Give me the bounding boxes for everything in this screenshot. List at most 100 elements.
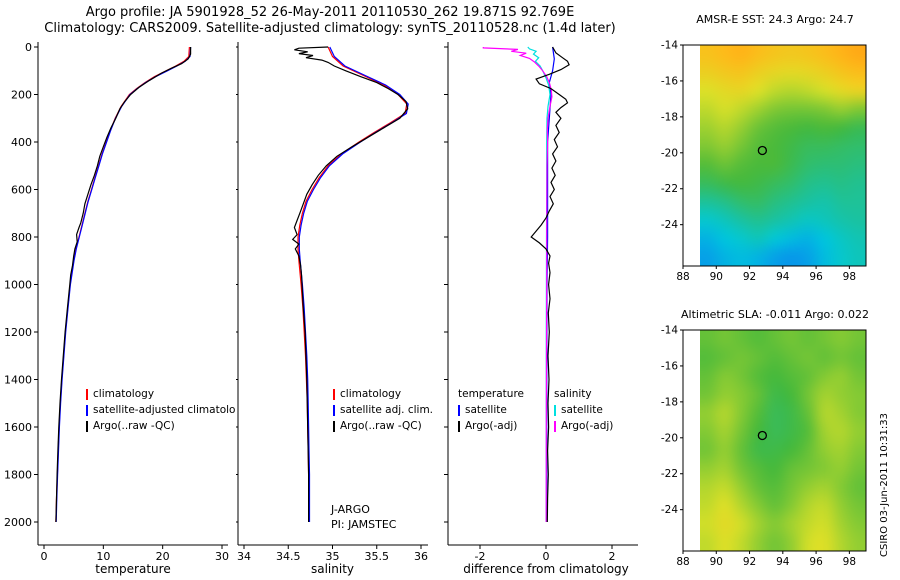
legend-entry: climatology (86, 386, 235, 402)
svg-text:0: 0 (25, 41, 32, 54)
svg-text:-14: -14 (661, 40, 678, 52)
svg-text:94: 94 (776, 271, 790, 283)
altimetric-sla-map-panel: Altimetric SLA: -0.011 Argo: 0.022 88 90 9… (655, 300, 900, 580)
svg-text:20: 20 (156, 550, 170, 563)
axes: 0 10 20 30 0 200 400 600 800 1000 1200 1400 1600 1800… (4, 41, 229, 563)
sst-map-axes: 88 90 92 94 96 98 -14 -16 -18 -20 -22 -24 (661, 40, 867, 283)
svg-text:-20: -20 (661, 147, 678, 159)
pi-label: PI: JAMSTEC (331, 518, 397, 531)
svg-text:92: 92 (743, 271, 756, 283)
difference-legend-temperature: temperature satellite Argo(-adj) (458, 386, 554, 434)
svg-text:88: 88 (676, 556, 689, 568)
sla-heatmap (700, 330, 866, 551)
salinity-profile-chart: 34 34.5 35 35.5 36 salinity (236, 42, 428, 576)
legend-header: salinity (554, 386, 650, 402)
legend-entry: Argo(-adj) (554, 418, 650, 434)
svg-text:90: 90 (710, 271, 723, 283)
svg-text:1200: 1200 (4, 326, 32, 339)
legend-marker (554, 420, 556, 432)
legend-marker (86, 388, 88, 400)
svg-text:-20: -20 (661, 432, 678, 444)
svg-text:-18: -18 (661, 396, 678, 408)
legend-entry: climatology (333, 386, 447, 402)
legend-entry: satellite-adjusted climatology (86, 402, 235, 418)
legend-label: salinity (554, 388, 592, 400)
svg-text:200: 200 (11, 89, 32, 102)
series-argo-raw (291, 46, 409, 522)
sla-map-title: Altimetric SLA: -0.011 Argo: 0.022 (681, 308, 869, 321)
legend-entry: Argo(-adj) (458, 418, 554, 434)
series-temperature-argo (530, 46, 570, 523)
x-axis-label: temperature (95, 562, 170, 576)
svg-text:-24: -24 (661, 504, 678, 516)
svg-text:34: 34 (237, 550, 251, 563)
page-title: Argo profile: JA 5901928_52 26-May-2011 … (85, 5, 575, 20)
map-axes: 88 90 92 94 96 98 -14 -16 -18 -20 -22 -24 (661, 325, 867, 568)
svg-text:0: 0 (543, 550, 550, 563)
map-axes: 88 90 92 94 96 98 -14 -16 -18 -20 -22 -24 (661, 40, 867, 283)
legend-marker (458, 420, 460, 432)
svg-text:-18: -18 (661, 111, 678, 123)
sst-heatmap (700, 45, 866, 266)
svg-text:800: 800 (11, 231, 32, 244)
sst-map-title: AMSR-E SST: 24.3 Argo: 24.7 (696, 13, 854, 26)
series-climatology (55, 46, 190, 523)
svg-text:92: 92 (743, 556, 756, 568)
legend-entry: satellite (554, 402, 650, 418)
x-axis-label: difference from climatology (463, 562, 629, 576)
legend-label: satellite (561, 404, 603, 416)
legend-label: Argo(-adj) (465, 420, 518, 432)
salinity-profile-panel: 34 34.5 35 35.5 36 salinity climatology satell… (236, 36, 448, 580)
svg-text:2000: 2000 (4, 516, 32, 529)
svg-text:-2: -2 (475, 550, 486, 563)
amsre-sst-map-panel: AMSR-E SST: 24.3 Argo: 24.7 88 90 92 94 96 98… (655, 8, 900, 300)
difference-legend-salinity: salinity satellite Argo(-adj) (554, 386, 650, 434)
svg-text:96: 96 (809, 271, 823, 283)
svg-text:34.5: 34.5 (276, 550, 301, 563)
pi-annotation: J-ARGO PI: JAMSTEC (331, 502, 396, 532)
svg-text:96: 96 (809, 556, 823, 568)
legend-label: satellite adj. clim. (340, 404, 434, 416)
svg-text:2: 2 (609, 550, 616, 563)
svg-text:-16: -16 (661, 75, 678, 87)
series-satellite-adjusted-climatology (298, 46, 409, 522)
legend-label: Argo(..raw -QC) (93, 420, 175, 432)
csiro-timestamp-watermark: CSIRO 03-Jun-2011 10:31:33 (879, 413, 890, 557)
legend-entry: satellite adj. clim. (333, 402, 447, 418)
svg-text:10: 10 (96, 550, 110, 563)
temperature-legend: climatology satellite-adjusted climatolog… (86, 386, 235, 434)
legend-marker (458, 404, 460, 416)
page-header: Argo profile: JA 5901928_52 26-May-2011 … (0, 5, 660, 37)
legend-label: Argo(..raw -QC) (340, 420, 422, 432)
x-axis-label: salinity (311, 562, 354, 576)
svg-text:36: 36 (414, 550, 428, 563)
svg-text:1000: 1000 (4, 279, 32, 292)
svg-text:-16: -16 (661, 360, 678, 372)
svg-text:88: 88 (676, 271, 689, 283)
svg-text:1800: 1800 (4, 469, 32, 482)
legend-entry: Argo(..raw -QC) (86, 418, 235, 434)
legend-marker (333, 388, 335, 400)
temperature-profile-chart: 0 10 20 30 0 200 400 600 800 1000 1200 1400 1600 1800… (4, 41, 229, 576)
program-label: J-ARGO (331, 503, 370, 516)
svg-text:35: 35 (326, 550, 340, 563)
legend-marker (554, 404, 556, 416)
legend-label: temperature (458, 388, 524, 400)
page-subtitle: Climatology: CARS2009. Satellite-adjuste… (44, 21, 616, 36)
series-argo-raw (55, 47, 192, 523)
svg-text:98: 98 (843, 271, 856, 283)
axes: -2 0 2 (444, 42, 638, 563)
difference-profile-panel: -2 0 2 difference from climatology temperat… (444, 36, 656, 580)
legend-header: temperature (458, 386, 554, 402)
legend-marker (86, 404, 88, 416)
svg-text:30: 30 (215, 550, 229, 563)
svg-text:1600: 1600 (4, 421, 32, 434)
svg-text:94: 94 (776, 556, 790, 568)
svg-text:-14: -14 (661, 325, 678, 337)
series-satellite-adjusted-climatology (55, 46, 192, 523)
legend-marker (333, 404, 335, 416)
series-salinity-argo (482, 47, 553, 523)
legend-label: Argo(-adj) (561, 420, 614, 432)
svg-text:98: 98 (843, 556, 856, 568)
temperature-profile-panel: 0 10 20 30 0 200 400 600 800 1000 1200 1400 1600 1800… (0, 36, 236, 580)
